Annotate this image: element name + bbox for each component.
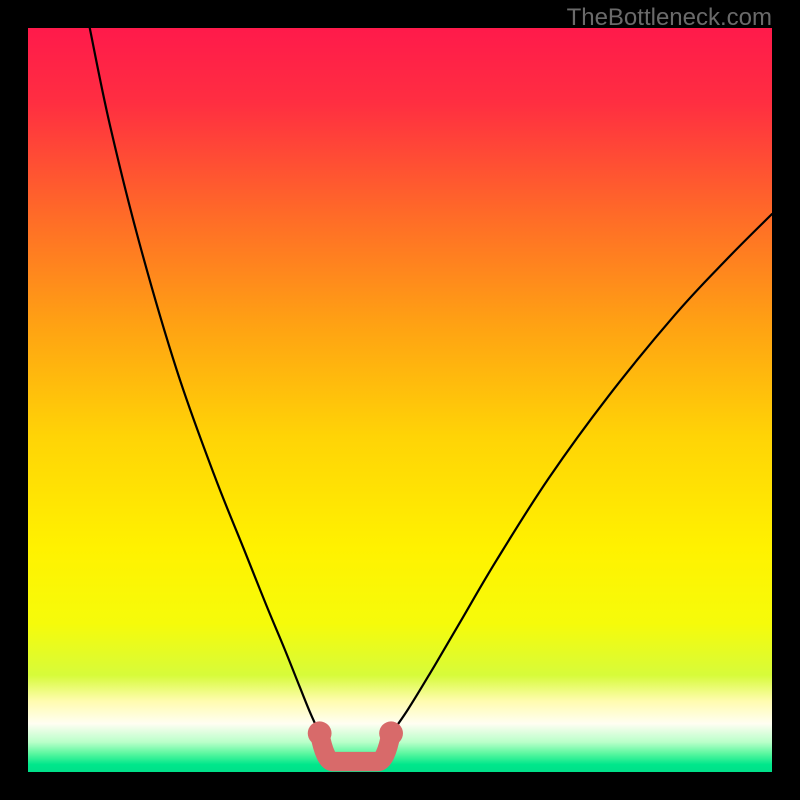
plot-area <box>28 28 772 772</box>
plot-svg <box>28 28 772 772</box>
bottom-marker-end-right <box>379 721 403 745</box>
gradient-background <box>28 28 772 772</box>
bottom-marker-end-left <box>308 721 332 745</box>
watermark-text: TheBottleneck.com <box>567 4 772 32</box>
